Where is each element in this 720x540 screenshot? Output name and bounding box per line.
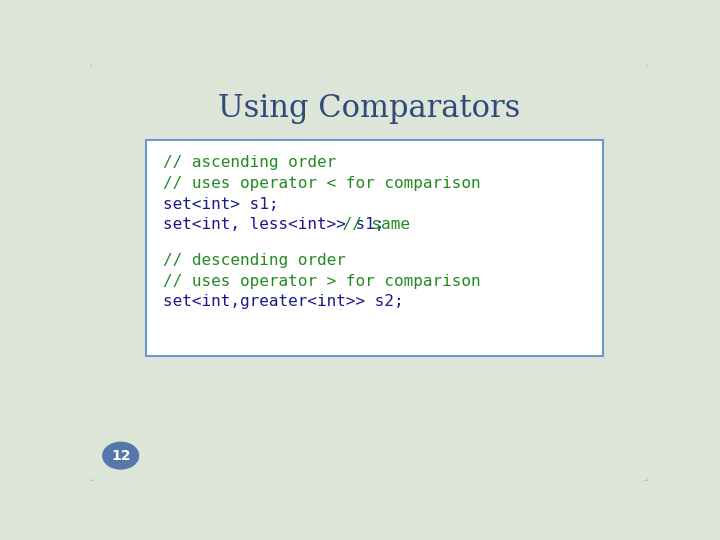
Text: // descending order: // descending order	[163, 253, 346, 268]
Text: // uses operator > for comparison: // uses operator > for comparison	[163, 274, 480, 288]
FancyBboxPatch shape	[89, 64, 649, 482]
Text: Using Comparators: Using Comparators	[218, 93, 520, 124]
Text: 12: 12	[111, 449, 130, 463]
Text: // same: // same	[333, 218, 410, 232]
Circle shape	[103, 442, 138, 469]
Text: set<int,greater<int>> s2;: set<int,greater<int>> s2;	[163, 294, 403, 309]
Text: set<int, less<int>> s1;: set<int, less<int>> s1;	[163, 218, 384, 232]
Text: // ascending order: // ascending order	[163, 155, 336, 170]
FancyBboxPatch shape	[145, 140, 603, 356]
Text: // uses operator < for comparison: // uses operator < for comparison	[163, 176, 480, 191]
Text: set<int> s1;: set<int> s1;	[163, 197, 278, 212]
